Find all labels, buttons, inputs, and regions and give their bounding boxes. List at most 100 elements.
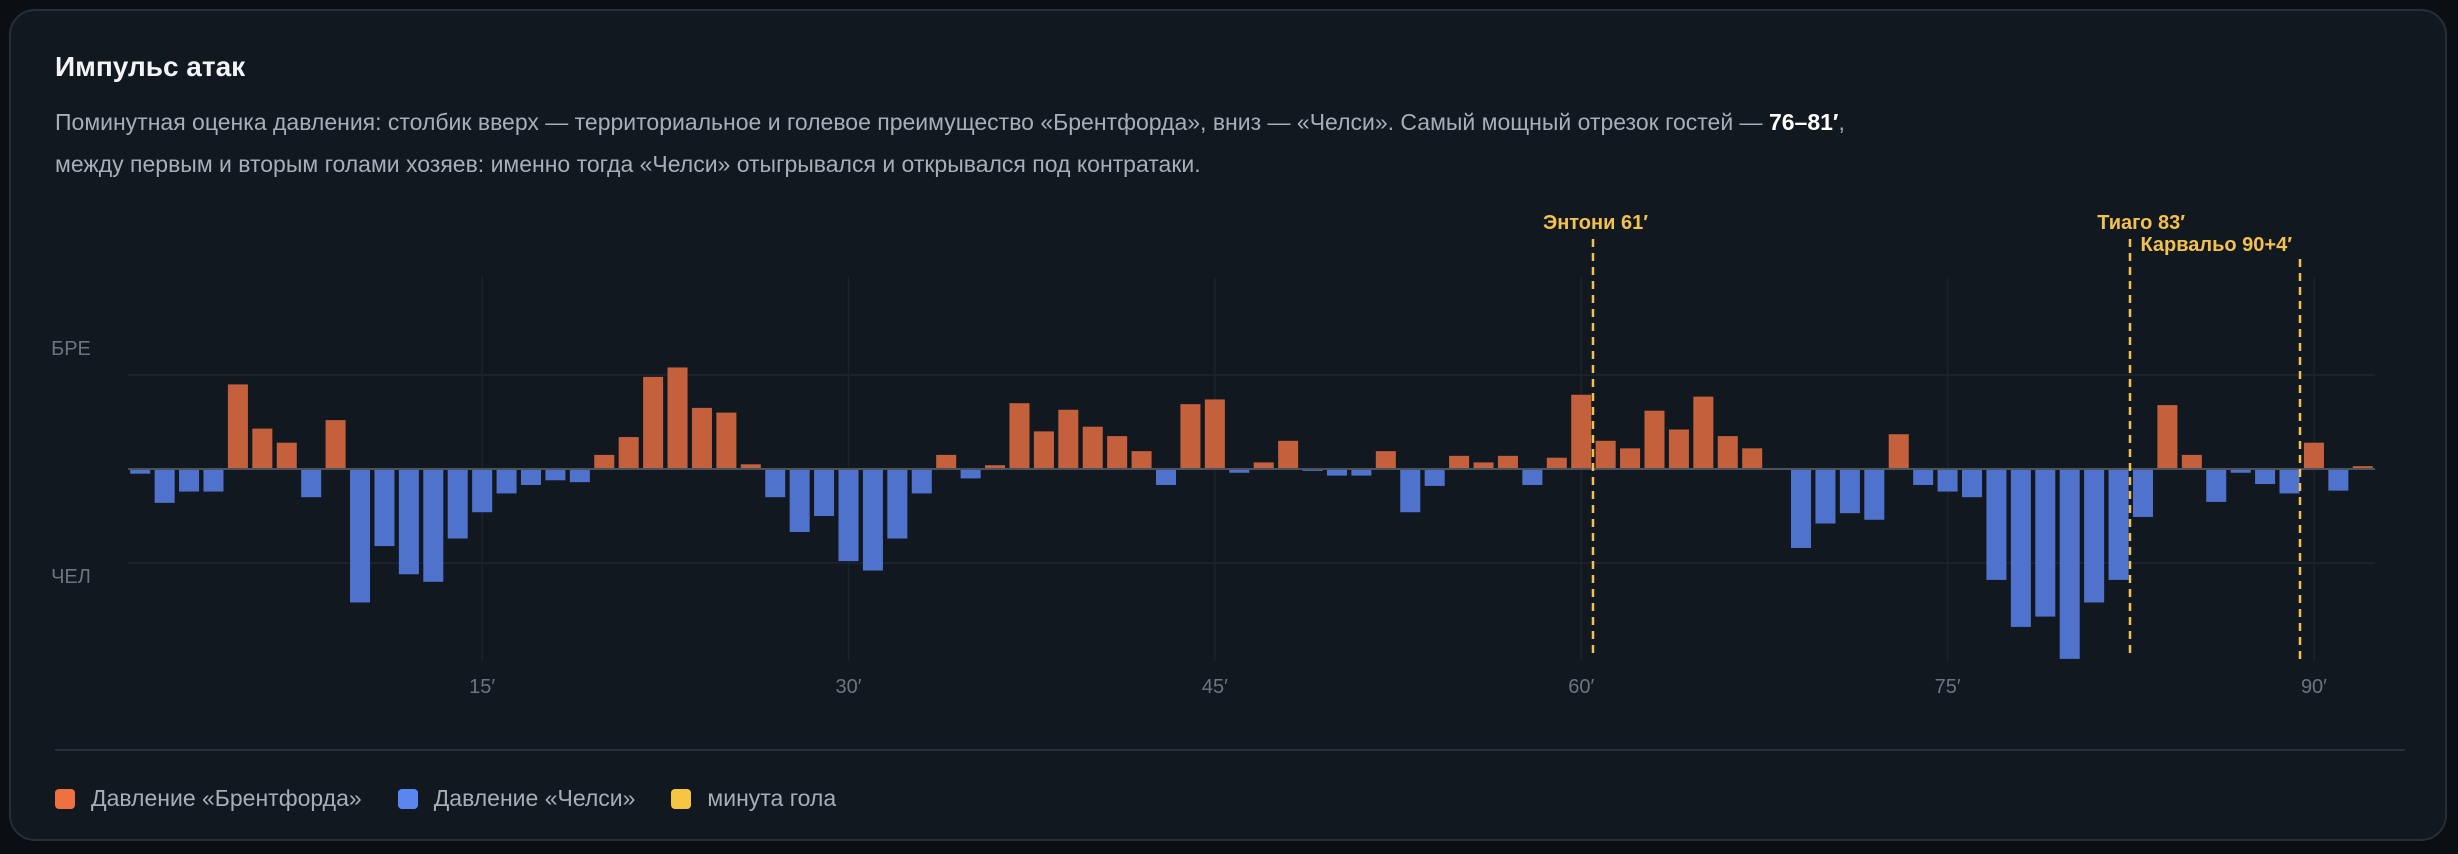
bar-minute-43 bbox=[1156, 469, 1177, 485]
bar-minute-30 bbox=[838, 469, 859, 562]
bar-minute-14 bbox=[447, 469, 468, 539]
bar-minute-21 bbox=[618, 437, 639, 469]
legend-label-chelsea: Давление «Челси» bbox=[433, 785, 636, 811]
bar-minute-41 bbox=[1107, 436, 1128, 469]
bar-minute-42 bbox=[1131, 451, 1152, 469]
bar-minute-51 bbox=[1351, 469, 1372, 476]
legend-item-chelsea: Давление «Челси» bbox=[397, 785, 636, 812]
bar-minute-37 bbox=[1009, 403, 1030, 469]
bar-minute-24 bbox=[691, 407, 712, 469]
chart-subtitle: Поминутная оценка давления: столбик ввер… bbox=[55, 101, 1855, 185]
legend-label-brentford: Давление «Брентфорда» bbox=[91, 785, 362, 811]
bar-minute-28 bbox=[789, 469, 810, 532]
bar-minute-17 bbox=[520, 469, 542, 485]
bar-minute-46 bbox=[1229, 469, 1250, 473]
bar-minute-31 bbox=[862, 469, 883, 571]
bar-minute-69 bbox=[1791, 469, 1812, 548]
bar-minute-26 bbox=[740, 464, 761, 469]
legend-divider bbox=[55, 749, 2405, 751]
bar-minute-55 bbox=[1449, 455, 1470, 469]
bar-minute-87 bbox=[2230, 469, 2251, 473]
bar-minute-56 bbox=[1473, 462, 1494, 469]
bar-minute-13 bbox=[423, 469, 444, 582]
bar-minute-27 bbox=[765, 469, 786, 498]
bar-minute-81 bbox=[2084, 469, 2105, 603]
goal-marker-label: Тиаго 83′ bbox=[2097, 212, 2185, 234]
bar-minute-34 bbox=[936, 454, 957, 469]
bar-minute-62 bbox=[1620, 448, 1641, 469]
x-tick-label: 60′ bbox=[1568, 676, 1594, 698]
y-label-brentford: БРЕ bbox=[51, 338, 91, 360]
bar-minute-54 bbox=[1424, 469, 1445, 486]
bar-minute-7 bbox=[276, 442, 297, 469]
legend-item-brentford: Давление «Брентфорда» bbox=[55, 785, 362, 812]
bar-minute-18 bbox=[545, 469, 566, 481]
y-label-chelsea: ЧЕЛ bbox=[51, 566, 91, 588]
bar-minute-84 bbox=[2157, 405, 2178, 469]
bar-minute-77 bbox=[1986, 469, 2007, 580]
bar-minute-52 bbox=[1375, 451, 1396, 469]
bar-minute-53 bbox=[1400, 469, 1421, 513]
legend-swatch-chelsea bbox=[397, 788, 418, 809]
bar-minute-22 bbox=[643, 376, 664, 469]
bar-minute-40 bbox=[1082, 426, 1103, 469]
legend-swatch-goal bbox=[671, 788, 692, 809]
bar-minute-9 bbox=[325, 420, 346, 469]
x-tick-label: 45′ bbox=[1202, 676, 1228, 698]
bar-minute-78 bbox=[2010, 469, 2031, 627]
bar-minute-48 bbox=[1278, 440, 1299, 469]
bar-minute-72 bbox=[1864, 469, 1885, 520]
bar-minute-16 bbox=[496, 469, 517, 494]
chart-title: Импульс атак bbox=[55, 51, 246, 82]
bar-minute-44 bbox=[1180, 404, 1201, 469]
bar-minute-80 bbox=[2059, 469, 2080, 659]
bar-minute-25 bbox=[716, 412, 737, 469]
bar-minute-86 bbox=[2206, 469, 2227, 502]
bar-minute-89 bbox=[2279, 469, 2300, 494]
bar-minute-75 bbox=[1937, 469, 1958, 492]
bar-minute-20 bbox=[594, 454, 615, 469]
bar-minute-36 bbox=[985, 465, 1006, 469]
bar-minute-64 bbox=[1668, 429, 1689, 469]
bar-minute-5 bbox=[227, 384, 248, 469]
bar-minute-57 bbox=[1497, 455, 1518, 469]
momentum-chart: БРЕ ЧЕЛ 15′ 30′ 45′ 60′ 75′ 90′ Энтони 61′ Тиаго … bbox=[51, 212, 2375, 698]
bar-minute-85 bbox=[2181, 454, 2202, 469]
legend: Давление «Брентфорда» Давление «Челси» м… bbox=[55, 785, 872, 812]
legend-label-goal: минута гола bbox=[707, 785, 837, 811]
bar-minute-92 bbox=[2352, 466, 2373, 469]
bar-minute-47 bbox=[1253, 462, 1274, 469]
bar-minute-82 bbox=[2108, 469, 2129, 580]
bar-minute-23 bbox=[667, 367, 688, 469]
bar-minute-83 bbox=[2132, 469, 2153, 517]
bar-minute-63 bbox=[1644, 410, 1665, 469]
x-tick-label: 75′ bbox=[1935, 676, 1961, 698]
subtitle-highlight: 76–81′ bbox=[1768, 109, 1839, 135]
bar-minute-61 bbox=[1595, 440, 1616, 469]
bar-minute-6 bbox=[252, 428, 273, 469]
bar-minute-70 bbox=[1815, 469, 1836, 524]
bar-minute-65 bbox=[1693, 396, 1714, 469]
bar-minute-59 bbox=[1546, 457, 1567, 469]
subtitle-text-start: Поминутная оценка давления: столбик ввер… bbox=[55, 109, 1769, 135]
bar-minute-60 bbox=[1571, 394, 1592, 469]
bar-minute-32 bbox=[887, 469, 908, 539]
bar-minute-39 bbox=[1058, 409, 1079, 469]
x-tick-label: 90′ bbox=[2301, 676, 2327, 698]
bar-minute-66 bbox=[1717, 436, 1738, 469]
bar-minute-1 bbox=[130, 469, 151, 474]
goal-marker-label: Карвальо 90+4′ bbox=[2140, 234, 2292, 256]
bar-minute-29 bbox=[814, 469, 835, 516]
bar-minute-11 bbox=[374, 469, 395, 547]
x-tick-label: 15′ bbox=[469, 676, 495, 698]
bar-minute-4 bbox=[203, 469, 224, 492]
bar-minute-79 bbox=[2035, 469, 2056, 617]
goal-marker-label: Энтони 61′ bbox=[1543, 212, 1648, 234]
bar-minute-58 bbox=[1522, 469, 1543, 485]
bar-minute-45 bbox=[1204, 399, 1225, 469]
bar-minute-2 bbox=[154, 469, 175, 503]
bar-minute-71 bbox=[1839, 469, 1860, 514]
bar-minute-12 bbox=[398, 469, 419, 575]
bar-minute-90 bbox=[2303, 442, 2324, 469]
bar-minute-3 bbox=[179, 469, 200, 492]
